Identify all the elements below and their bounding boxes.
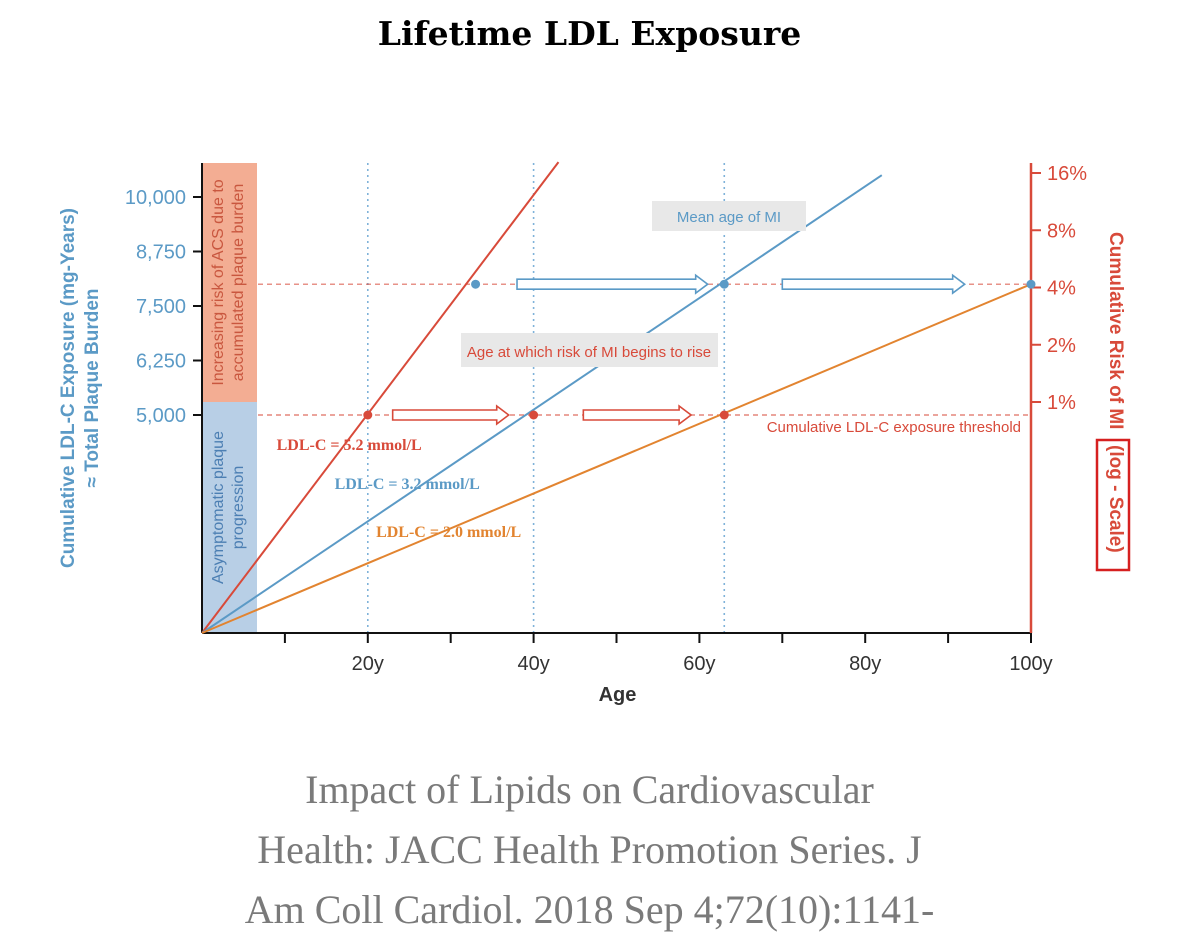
y-left-title-line: Cumulative LDL-C Exposure (mg-Years) — [58, 208, 79, 568]
mean-age-mi-box — [652, 201, 806, 231]
band-lower-label-line: progression — [230, 466, 247, 550]
series-line-2 — [201, 283, 1032, 634]
y-left-tick-label: 10,000 — [125, 187, 186, 209]
x-tick-label: 100y — [1009, 653, 1052, 675]
threshold-marker — [529, 410, 539, 420]
mi-marker — [719, 279, 729, 289]
arrow-blue — [516, 273, 710, 295]
y-left-tick-label: 8,750 — [136, 242, 186, 264]
threshold-marker — [363, 410, 373, 420]
y-left-title: Cumulative LDL-C Exposure (mg-Years) ≈ To… — [58, 208, 103, 568]
y-right-title: Cumulative Risk of MI (log - Scale) — [1095, 232, 1131, 572]
caption-line: Am Coll Cardiol. 2018 Sep 4;72(10):1141- — [244, 887, 935, 932]
x-tick-label: 60y — [683, 653, 715, 675]
band-upper-label: Increasing risk of ACS due to accumulated… — [210, 179, 247, 385]
y-right-tick-label: 1% — [1047, 392, 1076, 414]
y-right-title-main: Cumulative Risk of MI — [1105, 232, 1126, 429]
arrow-red — [582, 404, 693, 426]
y-right-title-boxed: (log - Scale) — [1105, 445, 1126, 553]
y-right-tick-label: 16% — [1047, 163, 1087, 185]
x-axis-title: Age — [599, 684, 637, 706]
band-lower-label-line: Asymptomatic plaque — [210, 431, 227, 584]
page-title: Lifetime LDL Exposure — [377, 14, 802, 53]
mean-age-mi-label: Mean age of MI — [677, 209, 781, 226]
x-tick-label: 20y — [352, 653, 384, 675]
y-right-tick-label: 2% — [1047, 335, 1076, 357]
series-line-0 — [201, 161, 560, 634]
series-label: LDL-C = 5.2 mmol/L — [277, 437, 422, 454]
band-upper-label-line: accumulated plaque burden — [230, 184, 247, 381]
caption-line: Health: JACC Health Promotion Series. J — [257, 827, 922, 872]
band-upper-label-line: Increasing risk of ACS due to — [210, 179, 227, 385]
series-label: LDL-C = 2.0 mmol/L — [376, 524, 521, 541]
band-lower-label: Asymptomatic plaque progression — [210, 431, 247, 584]
mi-marker — [1026, 279, 1036, 289]
arrow-red — [391, 404, 511, 426]
caption-line: Impact of Lipids on Cardiovascular — [305, 767, 874, 812]
band-upper — [202, 163, 257, 402]
y-right-tick-label: 4% — [1047, 278, 1076, 300]
y-right-tick-label: 8% — [1047, 220, 1076, 242]
y-left-tick-label: 5,000 — [136, 405, 186, 427]
series-line-1 — [201, 174, 883, 634]
x-tick-label: 80y — [849, 653, 881, 675]
arrow-blue — [781, 273, 967, 295]
mi-marker — [471, 279, 481, 289]
y-left-title-line: ≈ Total Plaque Burden — [82, 288, 103, 487]
risk-rise-box — [461, 333, 718, 367]
y-right-title-box — [1095, 438, 1131, 572]
risk-rise-label: Age at which risk of MI begins to rise — [467, 344, 711, 361]
y-left-tick-label: 7,500 — [136, 296, 186, 318]
threshold-marker — [719, 410, 729, 420]
threshold-label: Cumulative LDL-C exposure threshold — [767, 419, 1021, 436]
y-left-tick-label: 6,250 — [136, 351, 186, 373]
series-label: LDL-C = 3.2 mmol/L — [335, 476, 480, 493]
x-tick-label: 40y — [517, 653, 549, 675]
band-lower — [202, 402, 257, 633]
